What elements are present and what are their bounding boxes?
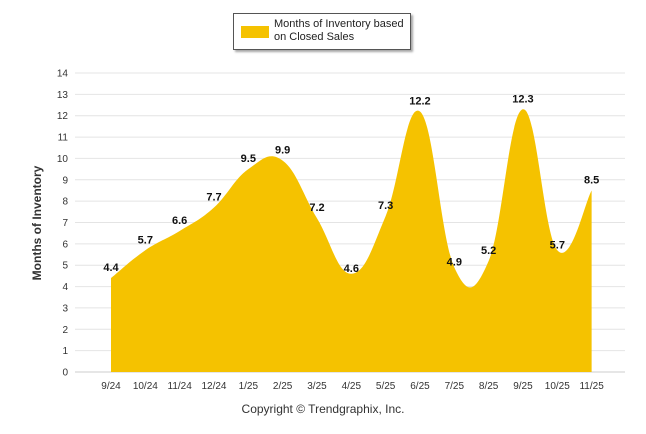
data-label: 6.6	[172, 215, 187, 227]
x-tick-label: 9/24	[101, 381, 121, 392]
y-tick-label: 9	[62, 175, 68, 186]
y-tick-label: 11	[58, 133, 69, 144]
y-tick-label: 8	[62, 197, 68, 208]
x-tick-label: 4/25	[342, 381, 362, 392]
y-tick-label: 7	[62, 218, 68, 229]
x-tick-label: 11/25	[579, 381, 604, 392]
legend-swatch	[241, 26, 269, 38]
x-tick-label: 11/24	[168, 381, 193, 392]
data-label: 5.7	[550, 239, 565, 251]
data-label: 4.6	[344, 263, 359, 275]
data-label: 4.9	[447, 256, 462, 268]
data-label: 12.2	[409, 95, 430, 107]
x-tick-labels: 9/24 10/24 11/24 12/24 1/25 2/25 3/25 4/25 5/25 6…	[101, 381, 604, 392]
data-label: 7.7	[206, 192, 221, 204]
area-fill	[111, 109, 592, 372]
x-tick-label: 1/25	[239, 381, 259, 392]
legend-label: Months of Inventory based on Closed Sale…	[274, 18, 409, 44]
y-tick-label: 3	[62, 303, 68, 314]
x-tick-label: 2/25	[273, 381, 293, 392]
legend-label-line1: Months of Inventory based	[274, 18, 404, 30]
area-series	[111, 109, 592, 372]
data-label: 5.7	[138, 234, 153, 246]
data-label: 7.3	[378, 200, 393, 212]
x-tick-label: 9/25	[513, 381, 533, 392]
y-tick-label: 12	[57, 111, 69, 122]
data-label: 12.3	[512, 93, 533, 105]
legend-label-line2: on Closed Sales	[274, 31, 355, 43]
data-label: 5.2	[481, 245, 496, 257]
x-tick-label: 3/25	[307, 381, 327, 392]
x-tick-label: 7/25	[445, 381, 465, 392]
data-label: 4.4	[103, 262, 119, 274]
data-label: 7.2	[309, 202, 324, 214]
y-tick-label: 14	[57, 69, 69, 80]
y-tick-label: 2	[62, 325, 68, 336]
x-tick-label: 10/25	[545, 381, 570, 392]
x-tick-label: 8/25	[479, 381, 499, 392]
x-tick-label: 5/25	[376, 381, 396, 392]
data-label: 9.9	[275, 145, 290, 157]
y-tick-label: 0	[62, 368, 68, 379]
x-tick-label: 6/25	[410, 381, 430, 392]
data-labels: 4.4 5.7 6.6 7.7 9.5 9.9 7.2 4.6 7.3 12.2 4.9 5.2 12.…	[103, 93, 599, 274]
copyright-text: Copyright © Trendgraphix, Inc.	[241, 402, 405, 416]
legend: Months of Inventory based on Closed Sale…	[233, 13, 411, 50]
y-tick-label: 4	[62, 282, 68, 293]
x-tick-label: 10/24	[133, 381, 158, 392]
data-label: 8.5	[584, 174, 599, 186]
data-label: 9.5	[241, 153, 256, 165]
x-tick-label: 12/24	[201, 381, 226, 392]
y-tick-label: 6	[62, 239, 68, 250]
y-axis-label: Months of Inventory	[30, 165, 44, 280]
y-tick-label: 5	[62, 261, 68, 272]
y-tick-label: 13	[57, 90, 69, 101]
y-tick-label: 1	[62, 346, 68, 357]
y-tick-label: 10	[57, 154, 69, 165]
